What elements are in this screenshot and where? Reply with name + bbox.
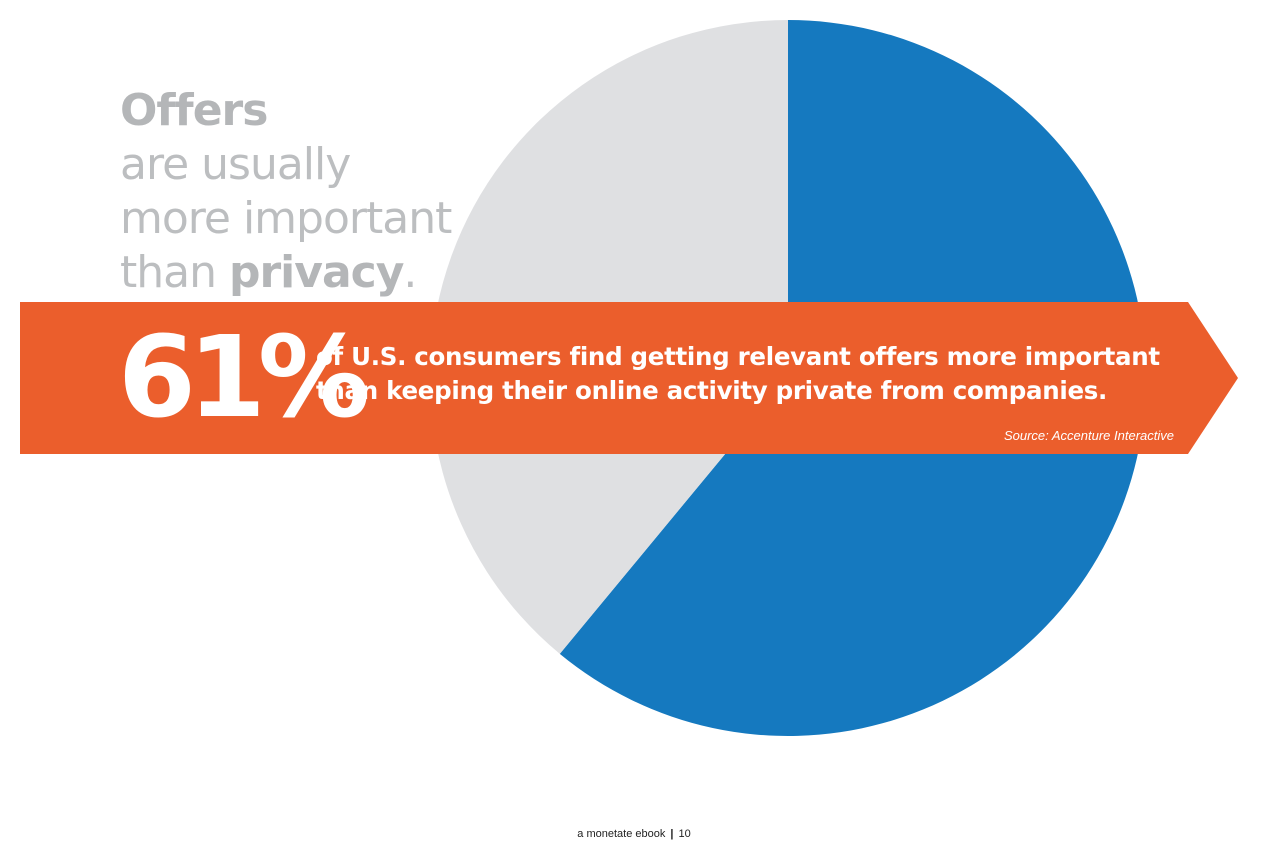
- headline: Offers are usually more important than p…: [120, 84, 480, 300]
- headline-line-3: more important: [120, 193, 452, 244]
- footer-separator: |: [670, 828, 674, 840]
- headline-line-4: than privacy.: [120, 246, 480, 300]
- stat-description: of U.S. consumers find getting relevant …: [316, 340, 1160, 408]
- headline-line-2: are usually: [120, 139, 351, 190]
- footer-page-number: 10: [678, 828, 691, 840]
- headline-than: than: [120, 247, 229, 298]
- headline-period: .: [403, 247, 417, 298]
- stat-banner: [20, 302, 1238, 454]
- page-footer: a monetate ebook | 10: [0, 828, 1268, 840]
- headline-privacy: privacy: [228, 247, 404, 298]
- stat-description-line-1: of U.S. consumers find getting relevant …: [316, 342, 1160, 371]
- banner-arrow-shape: [20, 302, 1238, 454]
- source-citation: Source: Accenture Interactive: [1003, 428, 1174, 443]
- stat-percentage: 61%: [118, 313, 370, 443]
- headline-offers: Offers: [120, 85, 268, 136]
- stat-description-line-2: than keeping their online activity priva…: [316, 376, 1108, 405]
- footer-brand: a monetate ebook: [577, 828, 666, 840]
